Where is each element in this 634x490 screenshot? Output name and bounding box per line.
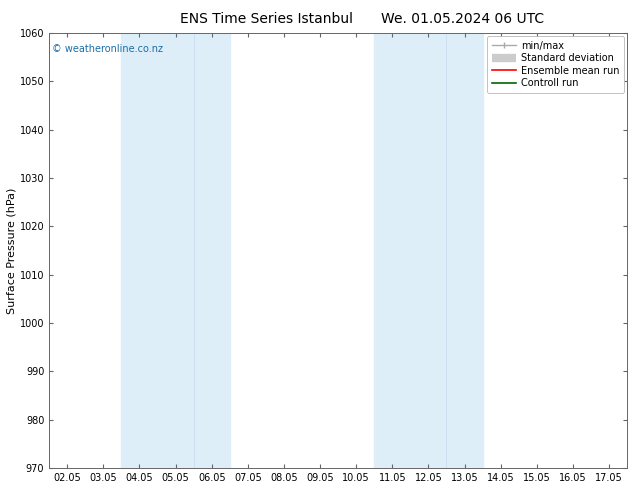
Bar (122, 33, 230, 468)
Legend: min/max, Standard deviation, Ensemble mean run, Controll run: min/max, Standard deviation, Ensemble me… (487, 36, 624, 93)
Y-axis label: Surface Pressure (hPa): Surface Pressure (hPa) (7, 187, 17, 314)
Text: ENS Time Series Istanbul: ENS Time Series Istanbul (180, 12, 353, 26)
Bar (374, 33, 482, 468)
Text: © weatheronline.co.nz: © weatheronline.co.nz (52, 44, 163, 54)
Text: We. 01.05.2024 06 UTC: We. 01.05.2024 06 UTC (381, 12, 545, 26)
